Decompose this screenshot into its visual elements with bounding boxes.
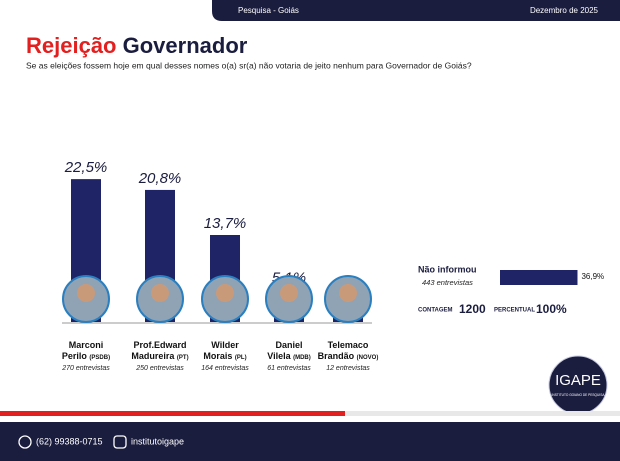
interviews: 61 entrevistas [267,365,311,372]
red-stripe [0,411,345,416]
header-right: Dezembro de 2025 [530,6,599,15]
gray-stripe [345,411,620,416]
count: 1200 [459,302,486,316]
value-label: 13,7% [204,215,247,232]
party: (NOVO) [357,355,379,361]
value-label: 22,5% [64,159,108,176]
instagram-icon [113,435,127,449]
candidate-name-display: Telemaco Brandão (NOVO) [318,340,379,361]
hbar-interviews: 443 entrevistas [422,278,473,287]
interviews: 270 entrevistas [61,365,110,372]
name-line: Wilder [211,340,239,350]
header-left: Pesquisa - Goiás [238,6,299,15]
hbar [500,270,578,285]
name-line: Daniel [275,340,302,350]
interviews: 12 entrevistas [326,365,370,372]
value-label: 20,8% [138,170,182,187]
photo-head [151,284,169,302]
candidate-name-display: Daniel Vilela (MDB) [267,340,311,361]
header-bar [212,0,620,21]
logo-tagline: INSTITUTO GOIANO DE PESQUISA [552,393,606,397]
candidate-name-display: Marconi Perilo (PSDB) [62,340,110,361]
photo-head [216,284,234,302]
hbar-value-label: 36,9% [581,272,604,281]
party: (PL) [235,355,247,361]
photo-head [280,284,298,302]
interviews: 250 entrevistas [135,365,184,372]
party: (PT) [177,355,189,361]
interviews: 164 entrevistas [201,365,249,372]
percent-label: PERCENTUAL [494,308,535,314]
chart-title: Rejeição Governador [26,33,248,58]
name-line: Perilo [62,351,90,361]
name-line: Prof.Edward [133,340,186,350]
photo-head [77,284,95,302]
name-line: Morais [203,351,235,361]
footer-phone: (62) 99388-0715 [36,436,103,446]
name-line: Madureira [131,351,177,361]
party: (PSDB) [89,355,110,361]
whatsapp-icon [18,435,32,449]
name-line: Marconi [69,340,104,350]
hbar-label: Não informou [418,264,477,274]
footer [0,422,620,461]
chart-subtitle: Se as eleições fossem hoje em qual desse… [26,60,472,70]
count-label: CONTAGEM [418,308,453,314]
logo-name: IGAPE [555,372,601,389]
candidate-name-display: Wilder Morais (PL) [203,340,246,361]
footer-instagram: institutoigape [131,436,184,446]
party: (MDB) [293,355,311,361]
name-line: Brandão [318,351,357,361]
name-line: Telemaco [328,340,369,350]
name-line: Vilela [267,351,293,361]
percent: 100% [536,302,567,316]
photo-head [339,284,357,302]
candidate-name-display: Prof.Edward Madureira (PT) [131,340,188,361]
